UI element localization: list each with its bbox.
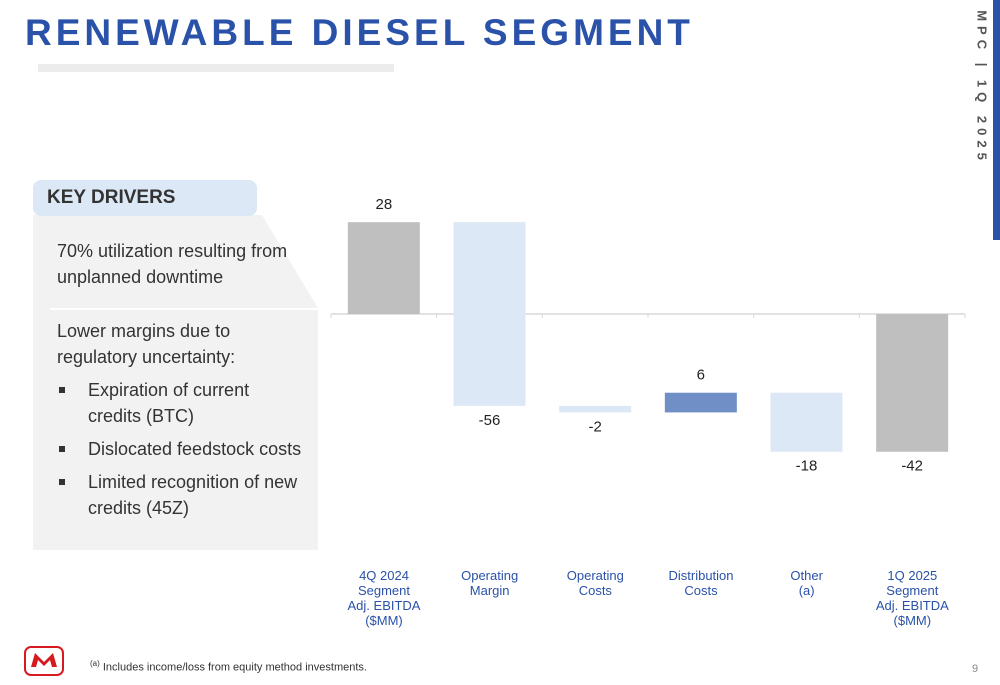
drivers-heading: KEY DRIVERS xyxy=(47,187,176,208)
bullet-marker xyxy=(59,387,65,393)
driver-point: Lower margins due to regulatory uncertai… xyxy=(57,321,236,367)
value-label: -56 xyxy=(479,412,501,429)
driver-bullets: Expiration of current credits (BTC) Dislo… xyxy=(57,377,307,528)
footnote: (a) Includes income/loss from equity met… xyxy=(90,659,367,674)
footnote-marker: (a) xyxy=(90,659,100,668)
driver-point: 70% utilization resulting from unplanned… xyxy=(57,241,288,287)
logo xyxy=(24,646,64,676)
bar xyxy=(453,222,526,406)
drivers-tab xyxy=(33,180,257,216)
bar xyxy=(664,392,737,413)
bullet-item: Expiration of current credits (BTC) xyxy=(57,377,307,429)
bullet-marker xyxy=(59,479,65,485)
page-number: 9 xyxy=(972,663,979,675)
bullet-item: Limited recognition of new credits (45Z) xyxy=(57,469,307,521)
bullet-text: Dislocated feedstock costs xyxy=(88,439,302,459)
title-underline xyxy=(38,64,394,72)
x-tick-label: 4Q 2024 Segment Adj. EBITDA ($MM) xyxy=(347,568,421,628)
bar xyxy=(876,314,949,452)
x-tick-label: Operating Margin xyxy=(461,568,519,598)
footnote-text: Includes income/loss from equity method … xyxy=(102,661,367,674)
value-label: 28 xyxy=(375,196,392,213)
bullet-item: Dislocated feedstock costs xyxy=(57,436,307,462)
value-label: 6 xyxy=(697,367,705,384)
drivers-panel xyxy=(33,215,318,550)
value-label: -42 xyxy=(901,458,923,475)
bullet-text: Limited recognition of new credits (45Z) xyxy=(88,472,298,518)
bar xyxy=(770,392,843,452)
bar xyxy=(559,405,632,413)
value-label: -2 xyxy=(588,418,601,435)
x-tick-label: Operating Costs xyxy=(566,568,624,598)
bullet-text: Expiration of current credits (BTC) xyxy=(88,380,250,426)
bar xyxy=(347,222,420,314)
bullet-marker xyxy=(59,446,65,452)
x-tick-label: 1Q 2025 Segment Adj. EBITDA ($MM) xyxy=(875,568,949,628)
x-tick-label: Other (a) xyxy=(790,568,823,598)
accent-bar xyxy=(993,0,1000,240)
value-label: -18 xyxy=(796,458,818,475)
x-tick-label: Distribution Costs xyxy=(668,568,734,598)
title: RENEWABLE DIESEL SEGMENT xyxy=(25,12,694,53)
